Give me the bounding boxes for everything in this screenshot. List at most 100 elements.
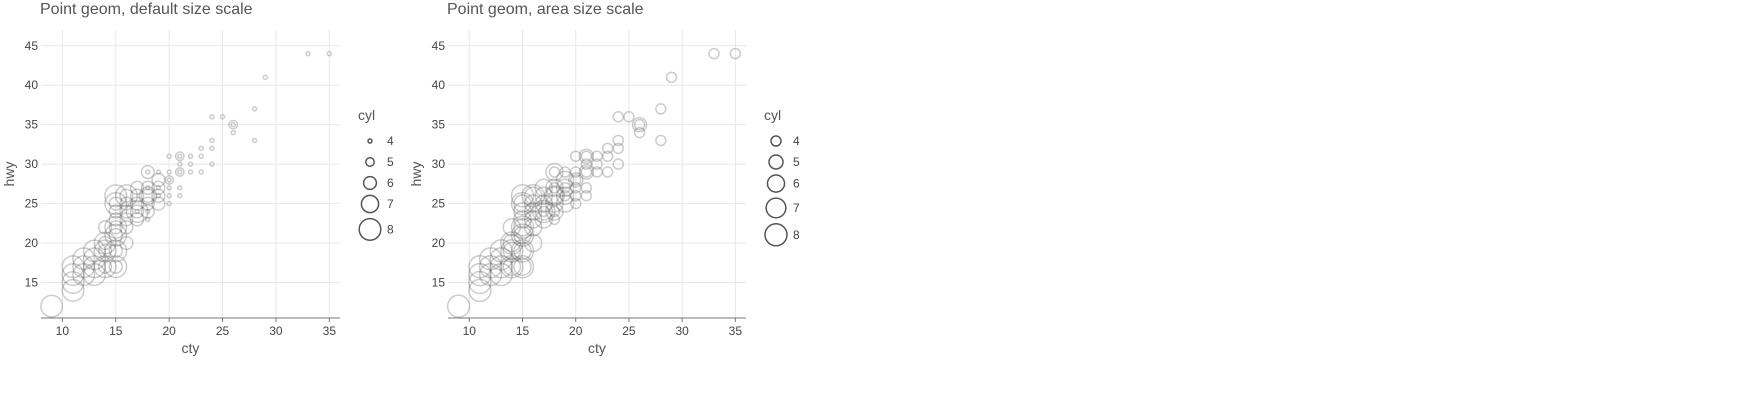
y-tick-label: 25 [25,197,39,211]
data-point [251,106,258,112]
x-tick-label: 35 [323,324,337,338]
data-point [510,223,535,247]
data-point [534,194,554,213]
data-point [93,231,117,255]
data-point [129,188,145,203]
data-point [174,167,185,177]
data-point [251,137,258,144]
data-point [177,161,183,167]
data-point [262,74,268,81]
data-point [61,278,85,302]
data-point [155,192,162,199]
data-point [612,134,625,147]
data-point [129,196,145,211]
data-point [489,239,513,263]
data-point [151,188,166,203]
data-point [502,233,522,253]
chart-panel-1: Point geom, default size scale 10 15 20 25 30… [1,1,394,356]
legend-title: cyl [764,107,781,123]
data-point [489,262,513,287]
data-point [545,162,564,182]
data-point [591,158,603,170]
data-point [228,119,239,130]
data-point [104,223,128,247]
data-point [534,178,554,198]
y-tick-label: 15 [25,275,39,289]
data-point [166,192,172,199]
data-point [513,257,532,277]
data-point [569,150,582,162]
y-tick-label: 35 [25,118,39,132]
y-axis-title: hwy [408,162,424,187]
data-point [655,134,667,147]
data-point [538,205,550,218]
legend-label: 4 [793,134,800,148]
x-tick-label: 15 [516,324,530,338]
data-point [468,278,492,303]
data-point [489,254,513,279]
data-point [198,145,204,152]
data-point [82,239,106,263]
data-point [166,169,172,175]
data-point [523,186,543,205]
data-point [177,153,183,159]
legend-symbol [764,223,788,247]
data-point [555,178,575,198]
legend-symbol [768,154,784,170]
legend-label: 4 [387,134,394,148]
legend-label: 7 [387,197,394,211]
y-tick-label: 15 [432,275,446,289]
y-tick-label: 30 [432,157,446,171]
x-axis-title: cty [588,340,606,356]
data-point [93,255,117,279]
data-point [569,174,582,186]
y-tick-label: 45 [25,39,39,53]
y-tick-label: 45 [432,39,446,53]
data-point [230,129,236,136]
data-point [140,164,155,180]
data-point [569,189,582,202]
data-point [97,243,113,259]
data-point [97,220,113,235]
data-point [119,220,134,235]
x-tick-label: 35 [729,324,743,338]
data-point [478,262,503,287]
legend-label: 5 [387,155,394,169]
data-point [230,121,236,128]
chart-title: Point geom, area size scale [447,1,644,18]
legend-label: 6 [793,177,800,191]
data-point [125,199,149,224]
data-point [523,202,543,221]
data-point [510,191,535,216]
data-point [177,169,183,175]
data-point [548,182,561,194]
data-point [187,169,194,175]
data-point [155,169,162,175]
data-point [145,169,151,175]
data-point [209,114,215,120]
data-point [502,241,522,261]
data-point [326,50,333,57]
data-point [104,255,128,279]
data-point [40,294,64,318]
data-point [119,212,134,227]
x-tick-label: 15 [109,324,123,338]
points-layer [40,50,333,318]
y-tick-label: 40 [25,78,39,92]
data-point [108,220,123,235]
data-point [708,47,720,60]
data-point [513,225,532,245]
x-tick-label: 30 [675,324,689,338]
data-point [140,196,155,211]
data-point [534,202,554,221]
data-point [623,111,635,123]
x-tick-label: 10 [463,324,477,338]
x-tick-label: 10 [56,324,70,338]
data-point [601,142,614,155]
data-point [631,116,648,133]
data-point [500,254,524,279]
data-point [580,158,593,170]
legend-label: 8 [387,222,394,236]
data-point [145,216,151,223]
data-point [119,188,134,203]
